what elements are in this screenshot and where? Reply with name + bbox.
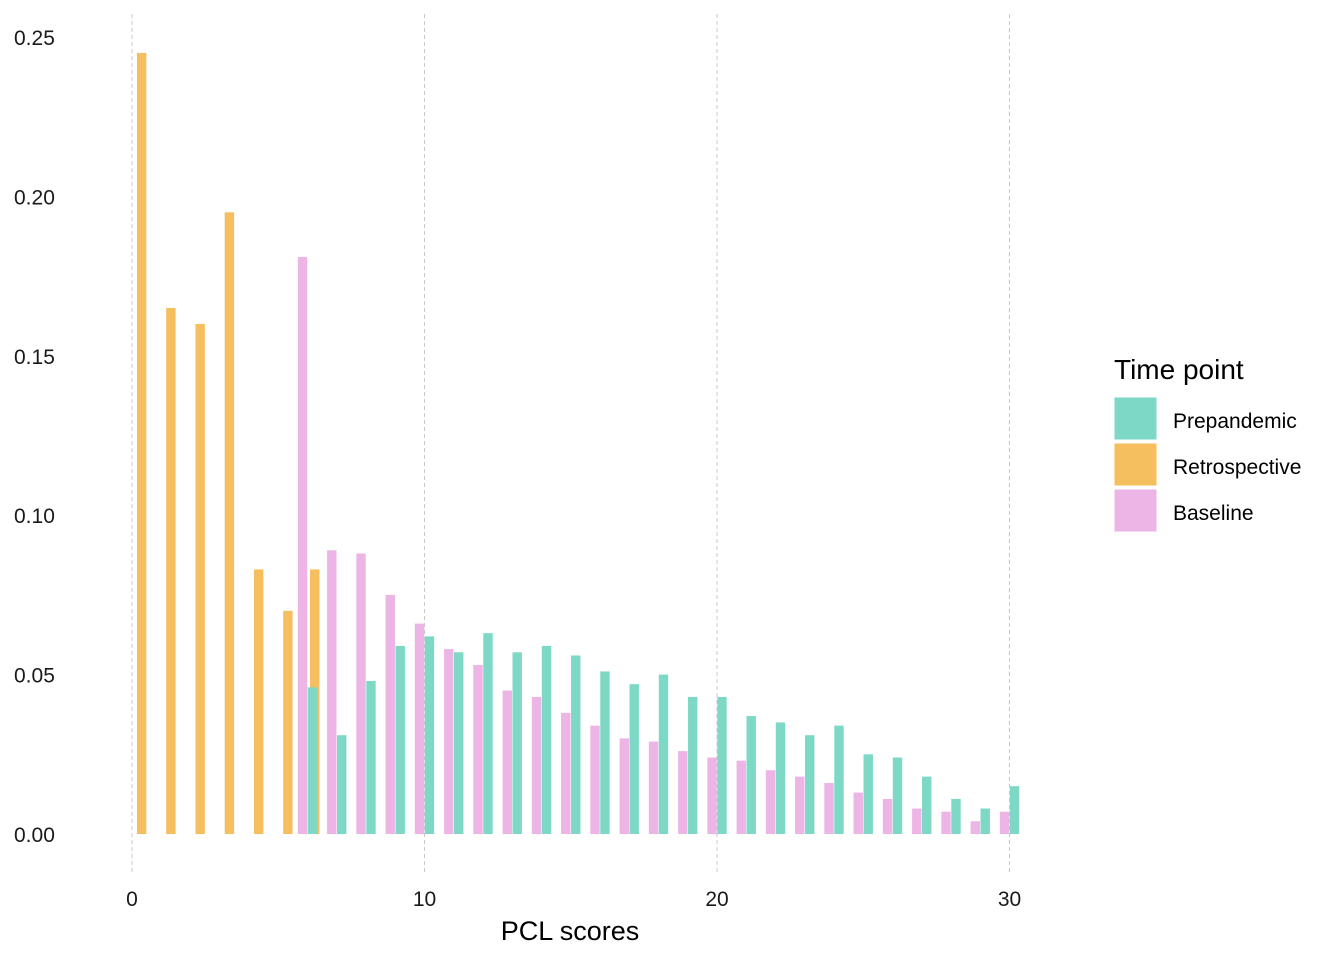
bar-prepandemic-14 <box>541 645 552 834</box>
bar-retrospective-4 <box>253 569 264 834</box>
bar-retrospective-5 <box>283 610 293 834</box>
bar-baseline-22 <box>765 770 776 834</box>
legend-swatch-retrospective <box>1113 442 1158 487</box>
bar-baseline-27 <box>912 808 922 834</box>
gridlines <box>131 14 1010 872</box>
bar-retrospective-2 <box>195 323 205 834</box>
bar-prepandemic-10 <box>424 636 435 834</box>
bar-prepandemic-17 <box>629 684 639 834</box>
bar-prepandemic-22 <box>775 722 786 834</box>
y-tick-label: 0.05 <box>14 665 55 688</box>
bar-prepandemic-8 <box>366 680 376 834</box>
bar-prepandemic-21 <box>746 716 756 834</box>
bar-prepandemic-20 <box>717 696 727 834</box>
bar-prepandemic-9 <box>395 645 405 834</box>
x-tick-label: 10 <box>413 888 436 911</box>
bar-prepandemic-12 <box>483 633 493 834</box>
bar-baseline-16 <box>590 725 600 834</box>
bar-baseline-12 <box>473 665 483 834</box>
x-axis-ticks: 0 10 20 30 <box>126 888 1021 911</box>
y-tick-label: 0.15 <box>14 346 55 369</box>
bar-baseline-6 <box>297 256 308 834</box>
bar-baseline-13 <box>502 690 512 834</box>
y-axis-ticks: 0.00 0.05 0.10 0.15 0.20 0.25 <box>14 27 55 847</box>
bar-prepandemic-7 <box>337 735 347 834</box>
bar-baseline-26 <box>882 798 893 834</box>
bar-baseline-20 <box>707 757 717 834</box>
bar-prepandemic-28 <box>951 798 961 834</box>
legend-label-retrospective: Retrospective <box>1173 456 1301 479</box>
bar-baseline-11 <box>444 649 454 834</box>
bar-baseline-29 <box>970 821 980 834</box>
bar-baseline-14 <box>531 696 542 834</box>
legend-swatch-baseline <box>1113 488 1158 533</box>
bar-prepandemic-24 <box>834 725 844 834</box>
legend-title: Time point <box>1114 354 1244 385</box>
legend-label-baseline: Baseline <box>1173 502 1254 525</box>
bar-baseline-24 <box>824 782 834 834</box>
bar-prepandemic-13 <box>512 652 522 834</box>
x-axis-title: PCL scores <box>501 916 640 946</box>
bar-retrospective-1 <box>166 307 176 835</box>
y-tick-label: 0.20 <box>14 186 55 209</box>
bar-prepandemic-6 <box>307 687 318 834</box>
x-tick-label: 0 <box>126 888 138 911</box>
bar-baseline-15 <box>561 712 571 834</box>
bar-prepandemic-11 <box>454 652 464 834</box>
bar-prepandemic-15 <box>571 655 581 834</box>
bar-baseline-21 <box>736 760 746 834</box>
bar-prepandemic-25 <box>863 754 873 834</box>
bar-baseline-25 <box>853 792 863 834</box>
bar-baseline-19 <box>678 751 688 834</box>
y-tick-label: 0.25 <box>14 27 55 50</box>
legend-label-prepandemic: Prepandemic <box>1173 410 1297 433</box>
bar-prepandemic-29 <box>980 808 990 834</box>
bar-baseline-28 <box>941 811 951 834</box>
bar-prepandemic-23 <box>805 735 815 834</box>
bar-prepandemic-19 <box>688 696 698 834</box>
bar-baseline-17 <box>619 738 629 834</box>
bar-prepandemic-26 <box>892 757 903 834</box>
legend: Time point Prepandemic Retrospective Basel… <box>1113 354 1301 533</box>
bar-baseline-10 <box>414 623 425 834</box>
bar-retrospective-3 <box>224 212 235 835</box>
bar-baseline-7 <box>327 550 337 834</box>
bar-prepandemic-18 <box>658 674 669 834</box>
bar-retrospective-0 <box>136 52 147 834</box>
bar-prepandemic-30 <box>1009 786 1020 834</box>
x-tick-label: 20 <box>705 888 728 911</box>
bar-baseline-8 <box>356 553 366 834</box>
bars <box>136 52 1020 835</box>
bar-prepandemic-16 <box>600 671 610 834</box>
bar-baseline-23 <box>795 776 805 834</box>
bar-baseline-9 <box>385 594 395 834</box>
y-tick-label: 0.00 <box>14 824 55 847</box>
bar-prepandemic-27 <box>922 776 932 834</box>
legend-swatch-prepandemic <box>1113 396 1158 441</box>
bar-baseline-18 <box>648 741 659 834</box>
y-tick-label: 0.10 <box>14 505 55 528</box>
x-tick-label: 30 <box>998 888 1021 911</box>
bar-baseline-30 <box>999 811 1010 834</box>
